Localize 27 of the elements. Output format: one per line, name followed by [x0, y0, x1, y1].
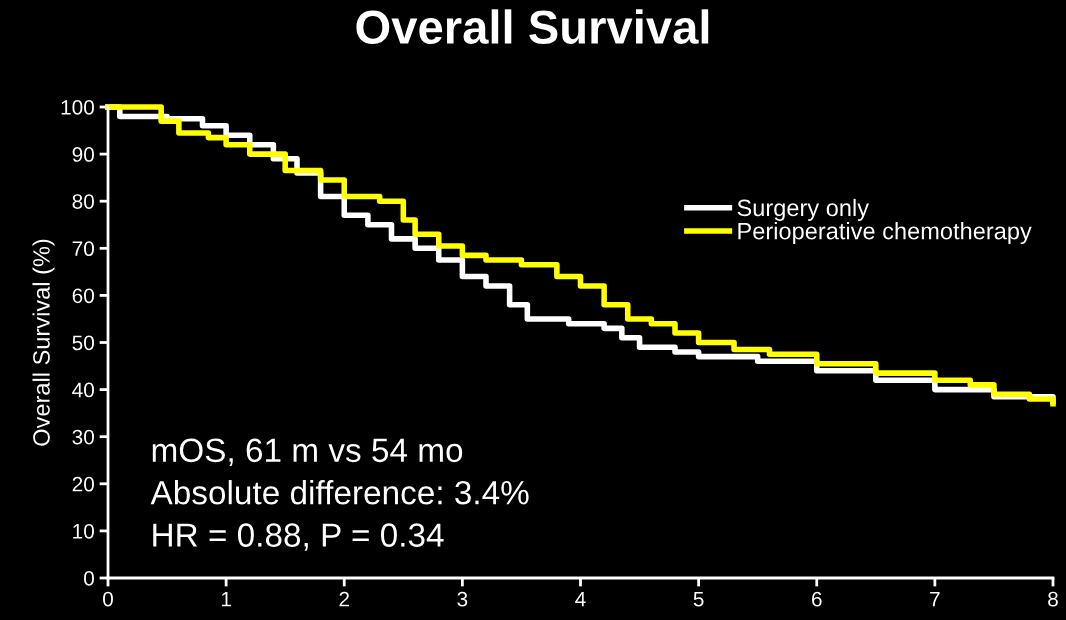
y-tick-label: 80 [72, 194, 94, 209]
annotation: HR = 0.88, P = 0.34 [153, 523, 444, 551]
y-tick-label: 70 [72, 241, 94, 257]
y-tick-label: 20 [72, 476, 94, 492]
y-axis-title: Overall Survival (%) [32, 239, 55, 446]
x-tick-label: 7 [930, 591, 940, 607]
y-tick-label: 90 [72, 147, 94, 162]
legend-label: Perioperative chemotherapy [738, 222, 1032, 245]
x-tick-label: 5 [693, 591, 704, 607]
x-tick-label: 0 [103, 591, 113, 607]
y-tick-label: 50 [72, 335, 94, 351]
x-tick-label: 1 [221, 591, 231, 607]
x-tick-label: 2 [339, 591, 349, 607]
x-tick-label: 4 [575, 591, 586, 607]
legend-label: Surgery only [737, 198, 869, 221]
y-tick-label: 30 [72, 429, 94, 445]
chart-title: Overall Survival [356, 9, 709, 44]
y-tick-label: 40 [72, 382, 94, 398]
annotation: Absolute difference: 3.4% [150, 480, 529, 505]
x-tick-label: 6 [812, 591, 822, 607]
x-tick-label: 3 [457, 591, 468, 607]
annotation: mOS, 61 m vs 54 mo [152, 438, 463, 467]
y-tick-label: 0 [84, 571, 94, 586]
x-tick-label: 8 [1048, 591, 1058, 607]
y-tick-label: 60 [72, 288, 94, 304]
y-tick-label: 10 [73, 523, 94, 539]
y-tick-label: 100 [61, 100, 94, 115]
